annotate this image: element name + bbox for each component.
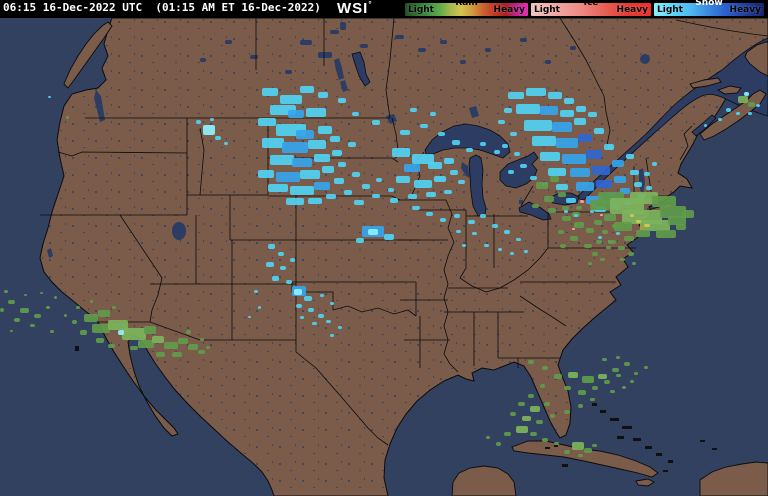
legend-rain-light-label: Light: [408, 5, 434, 15]
legend-rain-title: Rain: [455, 0, 478, 8]
lake-winnipeg: [351, 51, 371, 87]
lake-michigan: [468, 154, 487, 217]
northern-lakes: [200, 22, 576, 74]
radar-map: [0, 18, 768, 496]
lake-superior: [424, 123, 511, 159]
legend-ice-gradient-bar: [531, 3, 651, 16]
vancouver-island: [63, 21, 113, 89]
anticosti-island: [689, 77, 722, 89]
lac-st-jean: [640, 54, 650, 64]
lake-huron: [499, 151, 539, 189]
radar-cells: [0, 86, 760, 457]
legend-snow-light-label: Light: [657, 5, 683, 15]
legend-snow-heavy-label: Heavy: [729, 5, 761, 15]
legend-snow-title: Snow: [695, 0, 723, 8]
wsi-logo-degree: °: [368, 0, 372, 9]
yucatan-peninsula: [451, 465, 517, 496]
legend-snow-gradient-bar: [654, 3, 764, 16]
legend-ice-heavy-label: Heavy: [616, 5, 648, 15]
lake-st-clair: [519, 200, 523, 204]
legend-ice: Ice Light Heavy: [531, 0, 651, 18]
legend-ice-title: Ice: [583, 0, 599, 8]
wsi-logo-text: WSI: [337, 0, 369, 17]
lake-manitoba: [340, 80, 348, 92]
small-islands: [75, 346, 717, 472]
lake-winnipegosis: [334, 58, 344, 80]
lake-of-the-woods: [386, 114, 397, 124]
cuba: [511, 440, 659, 478]
green-bay: [461, 162, 470, 178]
timestamp: 06:15 16-Dec-2022 UTC (01:15 AM ET 16-De…: [3, 1, 321, 14]
hispaniola: [699, 461, 768, 496]
legend-ice-light-label: Light: [534, 5, 560, 15]
lake-erie: [518, 201, 552, 221]
legend-snow: Snow Light Heavy: [654, 0, 764, 18]
newfoundland: [744, 41, 768, 77]
legend-rain: Rain Light Heavy: [405, 0, 528, 18]
legend-rain-heavy-label: Heavy: [493, 5, 525, 15]
wsi-logo: WSI°: [337, 0, 372, 17]
san-francisco-bay: [47, 248, 53, 258]
great-salt-lake: [172, 222, 186, 240]
puget-sound: [94, 90, 105, 122]
legend-rain-gradient-bar: [405, 3, 528, 16]
jamaica: [635, 478, 655, 487]
lake-champlain: [639, 168, 645, 196]
prince-edward-island: [716, 85, 742, 95]
header-bar: 06:15 16-Dec-2022 UTC (01:15 AM ET 16-De…: [0, 0, 768, 18]
lake-nipigon: [469, 106, 479, 118]
